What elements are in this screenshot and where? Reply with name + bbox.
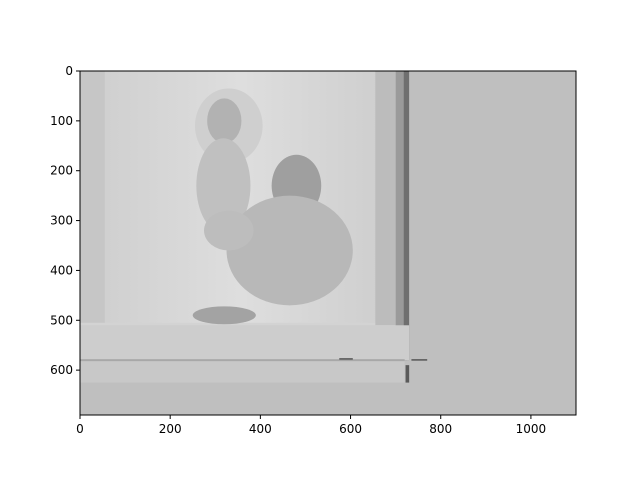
x-tick-label: 1000: [516, 422, 547, 436]
y-axis: 0 100 200 300 400 500 600: [50, 64, 80, 377]
x-tick-label: 800: [429, 422, 452, 436]
man-body: [227, 196, 353, 306]
photo-dark-strip: [404, 71, 409, 360]
photo-right-border: [375, 71, 395, 325]
plot-area: [80, 71, 576, 415]
y-tick-label: 0: [65, 64, 73, 78]
x-axis: 0 200 400 600 800 1000: [76, 415, 546, 436]
y-tick-label: 300: [50, 214, 73, 228]
mark-3: [406, 365, 410, 382]
x-tick-label: 0: [76, 422, 84, 436]
photo-image: [80, 71, 427, 383]
feet-shadow: [193, 306, 256, 324]
y-tick-label: 400: [50, 263, 73, 277]
x-tick-label: 600: [339, 422, 362, 436]
x-tick-label: 200: [159, 422, 182, 436]
man-arm: [204, 211, 254, 251]
child-head: [207, 98, 241, 143]
photo-line: [80, 359, 405, 361]
mark-1: [339, 358, 353, 359]
x-tick-label: 400: [249, 422, 272, 436]
photo-left-border: [80, 71, 105, 323]
y-tick-label: 200: [50, 164, 73, 178]
mark-2: [411, 359, 427, 360]
y-tick-label: 100: [50, 114, 73, 128]
y-tick-label: 500: [50, 313, 73, 327]
photo-bottom-strip: [80, 325, 409, 360]
y-tick-label: 600: [50, 363, 73, 377]
photo-bottom-band: [80, 360, 405, 382]
